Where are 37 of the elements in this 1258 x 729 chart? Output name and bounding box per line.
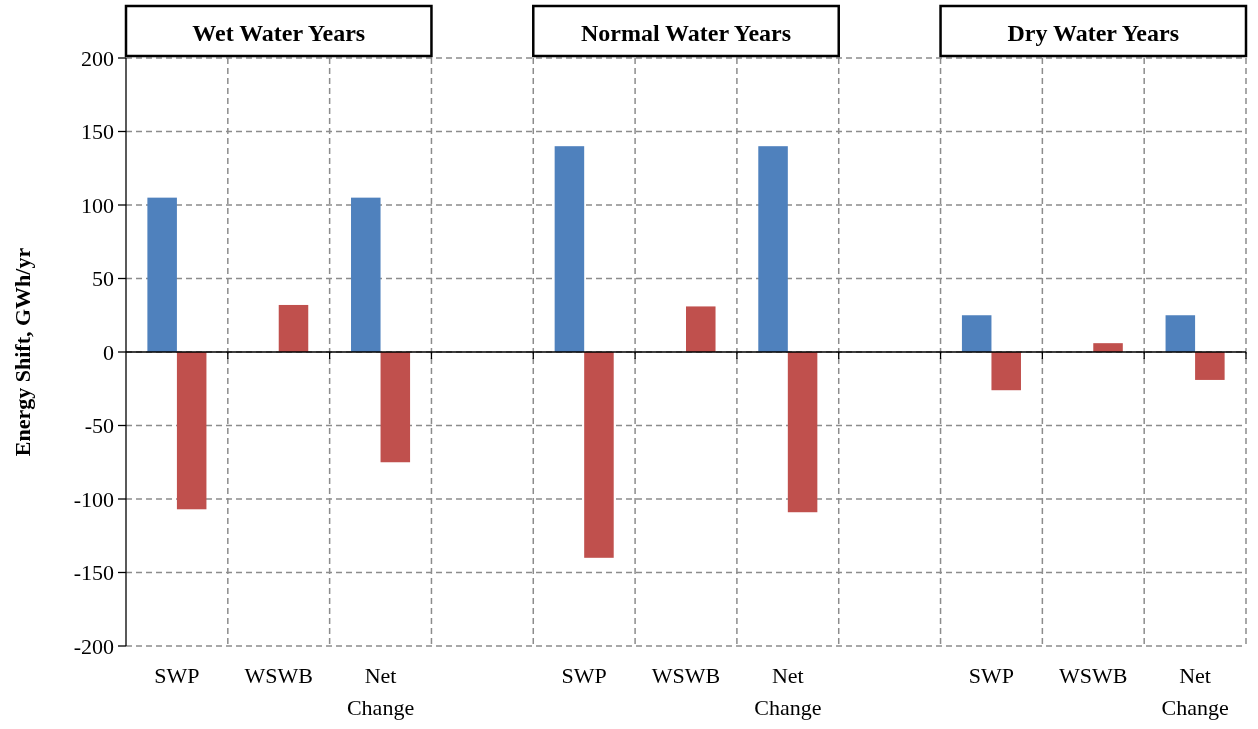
bar	[1195, 352, 1225, 380]
x-tick-label: WSWB	[651, 663, 721, 688]
y-tick-label: 150	[81, 119, 114, 145]
y-tick-label: -200	[73, 633, 114, 659]
bar	[991, 352, 1021, 391]
bar	[787, 352, 818, 513]
text: Normal Water Years	[580, 20, 792, 47]
bar	[758, 146, 788, 352]
x-tick-label: SWP	[561, 663, 607, 688]
x-tick-label: WSWB	[1059, 663, 1128, 688]
y-tick-label: 0	[103, 339, 114, 365]
bar	[380, 352, 411, 463]
y-tick-label: -50	[84, 413, 114, 439]
y-tick-label: 50	[92, 266, 114, 292]
bar	[554, 146, 585, 352]
bar	[176, 352, 207, 510]
bar	[278, 304, 309, 352]
y-tick-label: -150	[73, 560, 114, 586]
x-tick-label: Net Change	[346, 663, 415, 720]
bar	[351, 197, 381, 352]
bar	[1093, 343, 1123, 352]
y-tick-label: 200	[81, 45, 114, 71]
x-tick-label: Net Change	[754, 663, 822, 720]
bar	[686, 306, 716, 352]
bar	[1165, 315, 1196, 352]
x-tick-label: Net Change	[1161, 663, 1229, 720]
x-tick-label: SWP	[154, 663, 200, 688]
text: Dry Water Years	[1007, 20, 1180, 47]
bar	[147, 197, 177, 352]
text: Wet Water Years	[192, 20, 366, 47]
y-tick-label: -100	[73, 486, 114, 512]
bar	[584, 352, 614, 558]
bar	[961, 315, 992, 352]
y-tick-label: 100	[81, 192, 114, 218]
x-tick-label: WSWB	[244, 663, 313, 688]
y-axis-title: Energy Shift, GWh/yr	[10, 247, 35, 457]
x-tick-label: SWP	[968, 663, 1015, 688]
